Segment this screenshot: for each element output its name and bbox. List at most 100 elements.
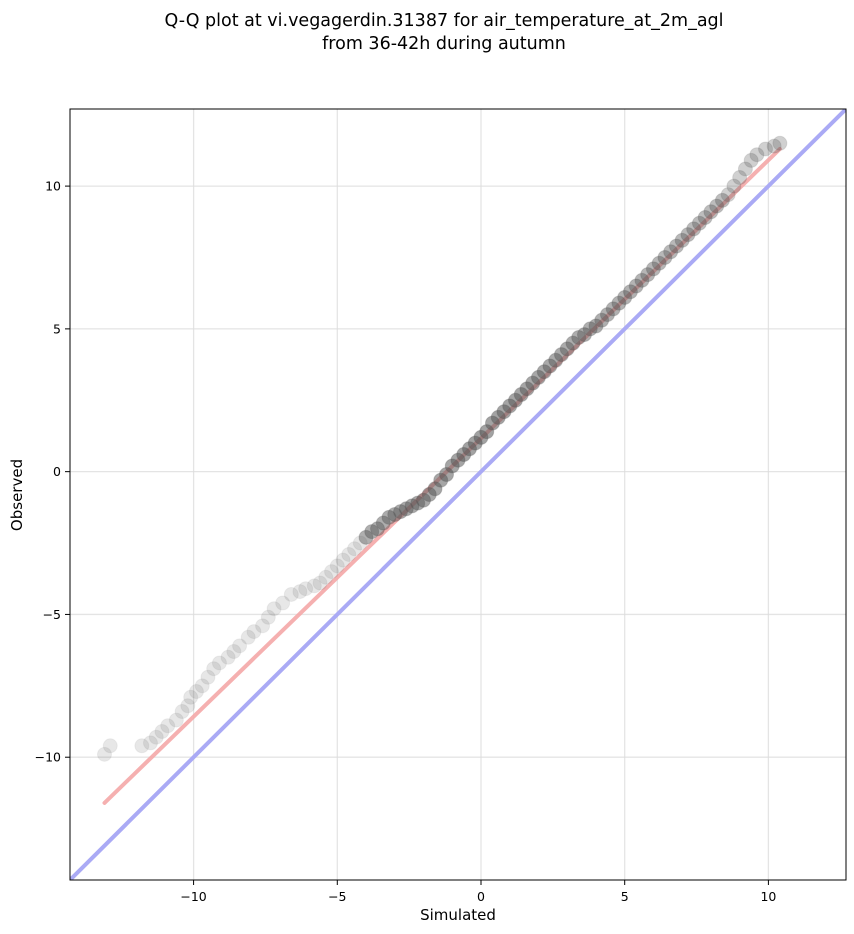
- data-point: [553, 347, 569, 363]
- data-point: [387, 506, 403, 522]
- data-point: [548, 352, 564, 368]
- data-point: [709, 198, 725, 214]
- data-point: [571, 329, 587, 345]
- data-point: [240, 629, 256, 645]
- data-point: [691, 215, 707, 231]
- data-point: [720, 187, 736, 203]
- data-point: [758, 141, 774, 157]
- data-point: [663, 244, 679, 260]
- data-point: [102, 738, 118, 754]
- data-point: [651, 255, 667, 271]
- y-tick-label: 0: [53, 464, 61, 479]
- data-point: [96, 746, 112, 762]
- data-point: [686, 221, 702, 237]
- data-point: [260, 609, 276, 625]
- data-point: [594, 312, 610, 328]
- data-point: [766, 138, 782, 154]
- x-axis-label: Simulated: [420, 906, 496, 924]
- data-point: [576, 327, 592, 343]
- x-tick-label: −5: [328, 889, 346, 904]
- data-point: [668, 238, 684, 254]
- data-point: [148, 729, 164, 745]
- data-point: [220, 649, 236, 665]
- data-point: [275, 595, 291, 611]
- data-point: [375, 515, 391, 531]
- data-point: [194, 678, 210, 694]
- data-point: [370, 521, 386, 537]
- x-axis-ticks: −10 −5 0 5 10: [180, 880, 776, 904]
- chart-subtitle: from 36-42h during autumn: [322, 34, 566, 54]
- data-point: [617, 289, 633, 305]
- data-point: [582, 321, 598, 337]
- data-point: [749, 147, 765, 163]
- data-point: [142, 735, 158, 751]
- data-point: [364, 524, 380, 540]
- data-point: [154, 724, 170, 740]
- data-point: [732, 170, 748, 186]
- data-point: [674, 232, 690, 248]
- data-points: [96, 135, 788, 762]
- identity-reference-line: [70, 109, 846, 880]
- data-point: [381, 509, 397, 525]
- data-point: [200, 669, 216, 685]
- data-point: [599, 307, 615, 323]
- data-point: [292, 584, 308, 600]
- data-point: [283, 586, 299, 602]
- data-point: [226, 644, 242, 660]
- y-tick-label: −10: [35, 750, 61, 765]
- y-axis-ticks: −10 −5 0 5 10: [35, 179, 70, 765]
- data-point: [255, 618, 271, 634]
- y-axis-label: Observed: [8, 459, 26, 531]
- data-point: [640, 267, 656, 283]
- data-point: [703, 204, 719, 220]
- data-point: [168, 712, 184, 728]
- x-tick-label: 5: [621, 889, 629, 904]
- data-point: [174, 704, 190, 720]
- x-tick-label: −10: [180, 889, 206, 904]
- data-point: [134, 738, 150, 754]
- data-point: [246, 624, 262, 640]
- data-point: [657, 249, 673, 265]
- data-point: [298, 581, 314, 597]
- data-point: [622, 284, 638, 300]
- data-point: [266, 601, 282, 617]
- data-point: [680, 227, 696, 243]
- data-point: [634, 272, 650, 288]
- data-point: [324, 564, 340, 580]
- data-point: [160, 718, 176, 734]
- data-point: [180, 698, 196, 714]
- data-point: [565, 335, 581, 351]
- data-point: [714, 192, 730, 208]
- chart-title: Q-Q plot at vi.vegagerdin.31387 for air_…: [164, 11, 723, 31]
- data-point: [329, 558, 345, 574]
- data-point: [318, 569, 334, 585]
- data-point: [605, 301, 621, 317]
- data-point: [347, 541, 363, 557]
- data-point: [358, 529, 374, 545]
- data-point: [628, 278, 644, 294]
- y-tick-label: 10: [45, 179, 61, 194]
- data-point: [335, 552, 351, 568]
- data-point: [306, 578, 322, 594]
- data-point: [188, 684, 204, 700]
- grid-lines: [70, 109, 846, 880]
- data-point: [312, 575, 328, 591]
- data-point: [211, 655, 227, 671]
- data-point: [611, 295, 627, 311]
- data-point: [183, 689, 199, 705]
- data-point: [726, 178, 742, 194]
- data-point: [588, 318, 604, 334]
- data-point: [743, 152, 759, 168]
- data-point: [697, 210, 713, 226]
- data-point: [737, 161, 753, 177]
- plot-frame: [69, 108, 847, 881]
- x-tick-label: 10: [760, 889, 776, 904]
- data-point: [232, 638, 248, 654]
- y-tick-label: −5: [43, 607, 61, 622]
- data-point: [645, 261, 661, 277]
- y-tick-label: 5: [53, 321, 61, 336]
- data-point: [341, 546, 357, 562]
- x-tick-label: 0: [477, 889, 485, 904]
- data-point: [559, 341, 575, 357]
